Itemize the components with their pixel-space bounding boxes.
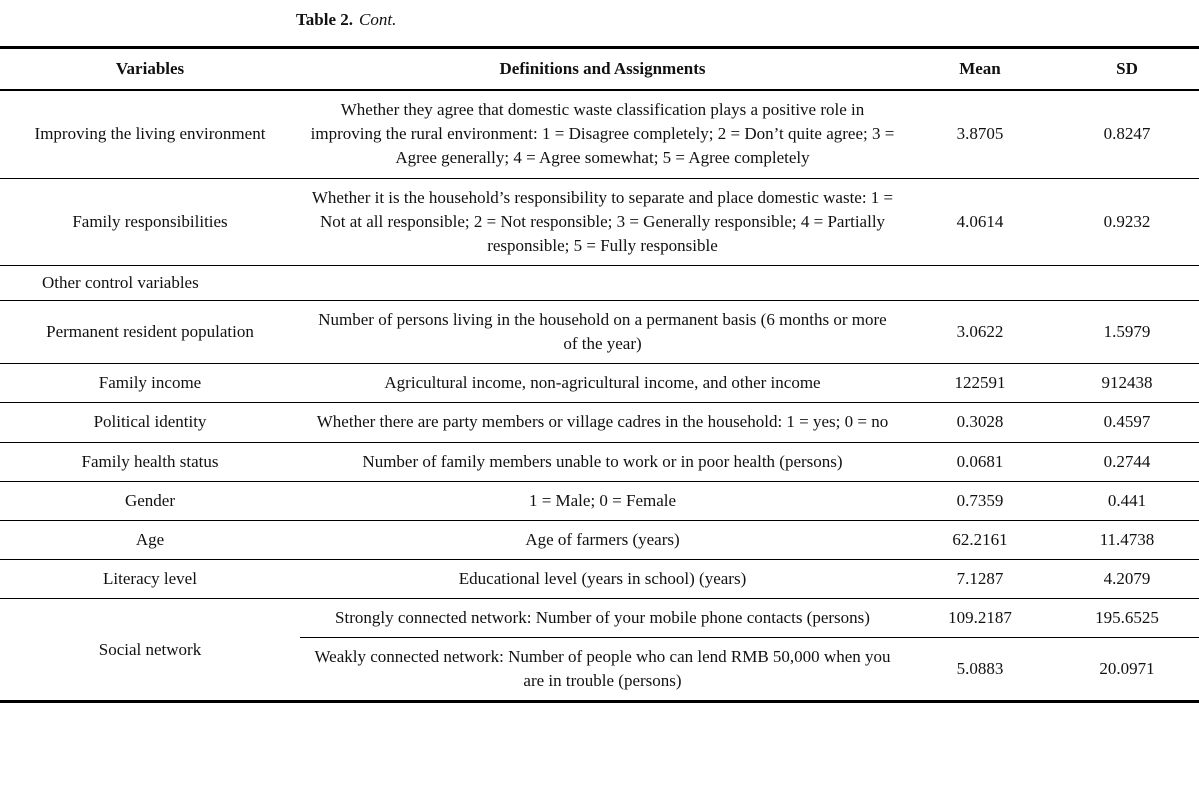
header-cell-sd: SD (1055, 47, 1199, 92)
table-header: Variables Definitions and Assignments Me… (0, 47, 1199, 92)
mean-cell: 0.3028 (905, 402, 1055, 443)
definition-cell: 1 = Male; 0 = Female (300, 481, 905, 521)
variable-cell: Family income (0, 363, 300, 404)
table-row: Literacy level Educational level (years i… (0, 559, 1199, 600)
header-cell-mean: Mean (905, 47, 1055, 92)
table-row: Improving the living environment Whether … (0, 90, 1199, 179)
sd-cell: 0.9232 (1055, 178, 1199, 266)
table-row: Permanent resident population Number of p… (0, 300, 1199, 365)
definition-cell: Number of persons living in the househol… (300, 300, 905, 365)
table-caption: Table 2. Cont. (296, 10, 396, 30)
mean-cell: 0.7359 (905, 481, 1055, 521)
header-cell-definitions: Definitions and Assignments (300, 47, 905, 92)
sd-cell: 1.5979 (1055, 300, 1199, 365)
variable-cell: Political identity (0, 402, 300, 443)
variable-cell: Age (0, 520, 300, 560)
table-row: Political identity Whether there are part… (0, 402, 1199, 443)
sd-cell: 11.4738 (1055, 520, 1199, 560)
sd-cell: 0.8247 (1055, 90, 1199, 179)
table-body: Improving the living environment Whether … (0, 90, 1199, 703)
definition-cell: Agricultural income, non-agricultural in… (300, 363, 905, 404)
table-row: Family health status Number of family mem… (0, 442, 1199, 482)
header-cell-variables: Variables (0, 47, 300, 92)
variable-cell: Literacy level (0, 559, 300, 600)
statistics-table: Variables Definitions and Assignments Me… (0, 46, 1199, 704)
header-row: Variables Definitions and Assignments Me… (0, 47, 1199, 92)
table-caption-cont: Cont. (359, 10, 397, 29)
variable-cell: Family health status (0, 442, 300, 482)
mean-cell: 5.0883 (956, 659, 1004, 679)
sd-cell: 20.0971 (1099, 659, 1155, 679)
definition-cell: Whether they agree that domestic waste c… (300, 90, 905, 179)
definition-cell: Whether there are party members or villa… (300, 402, 905, 443)
mean-cell: 7.1287 (905, 559, 1055, 600)
variable-cell: Gender (0, 481, 300, 521)
variable-cell: Family responsibilities (0, 178, 300, 266)
mean-cell: 3.0622 (905, 300, 1055, 365)
mean-cell: 4.0614 (905, 178, 1055, 266)
sd-cell: 0.441 (1055, 481, 1199, 521)
variable-cell: Social network (0, 598, 300, 703)
section-label: Other control variables (0, 265, 1199, 302)
mean-cell: 3.8705 (905, 90, 1055, 179)
mean-cell: 62.2161 (905, 520, 1055, 560)
definition-cell: Age of farmers (years) (300, 520, 905, 560)
table-row: Weakly connected network: Number of peop… (0, 638, 1199, 702)
sd-cell: 4.2079 (1055, 559, 1199, 600)
sd-cell: 0.2744 (1055, 442, 1199, 482)
table-row: Family income Agricultural income, non-ag… (0, 363, 1199, 404)
table-row: Gender 1 = Male; 0 = Female 0.7359 0.441 (0, 481, 1199, 521)
sd-cell: 912438 (1055, 363, 1199, 404)
table-row: Age Age of farmers (years) 62.2161 11.4738 (0, 520, 1199, 560)
mean-cell: 109.2187 (905, 598, 1055, 639)
mean-cell: 0.0681 (905, 442, 1055, 482)
mean-cell: 122591 (905, 363, 1055, 404)
definition-cell: Weakly connected network: Number of peop… (314, 647, 891, 691)
table-row: Family responsibilities Whether it is the… (0, 178, 1199, 266)
table-row: Social network Strongly connected network… (0, 598, 1199, 703)
sd-cell: 0.4597 (1055, 402, 1199, 443)
definition-cell: Whether it is the household’s responsibi… (300, 178, 905, 266)
variable-cell: Permanent resident population (0, 300, 300, 365)
definition-cell: Educational level (years in school) (yea… (300, 559, 905, 600)
definition-cell: Strongly connected network: Number of yo… (300, 598, 905, 639)
table-caption-label: Table 2. (296, 10, 354, 29)
definition-cell: Number of family members unable to work … (300, 442, 905, 482)
sd-cell: 195.6525 (1055, 598, 1199, 639)
variable-cell: Improving the living environment (0, 90, 300, 179)
section-row: Other control variables (0, 265, 1199, 302)
